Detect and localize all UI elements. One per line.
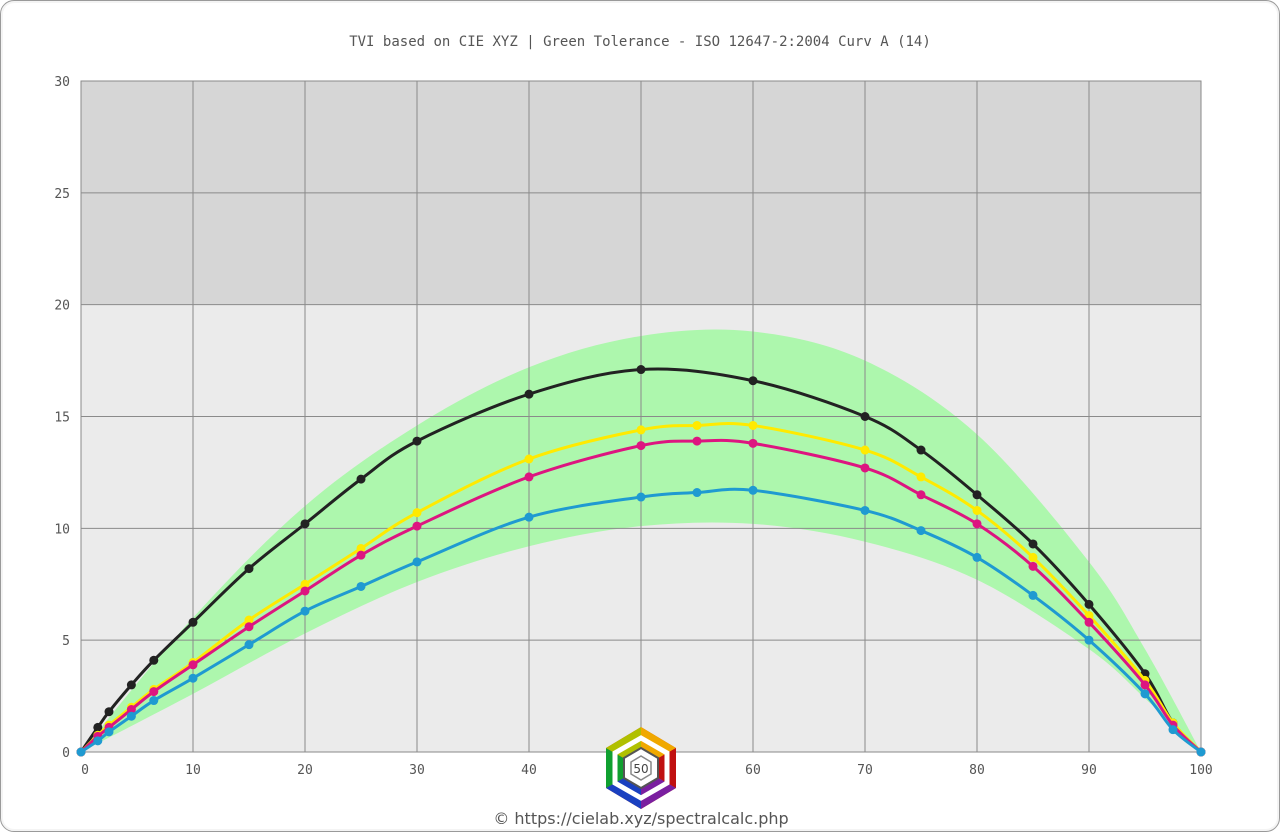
data-point (356, 581, 366, 591)
x-tick-label: 30 (409, 763, 425, 778)
data-point (1168, 725, 1178, 735)
data-point (1196, 747, 1206, 757)
y-tick-label: 30 (54, 75, 70, 90)
data-point (636, 365, 646, 375)
series-line (79, 438, 1203, 754)
data-point (149, 696, 159, 706)
data-point (916, 445, 926, 455)
data-point (860, 505, 870, 515)
data-point (1140, 689, 1150, 699)
data-point (524, 472, 534, 482)
data-point (244, 640, 254, 650)
data-point (300, 579, 310, 589)
data-point (972, 505, 982, 515)
data-point (104, 727, 114, 737)
data-point (1028, 539, 1038, 549)
data-point (412, 508, 422, 518)
y-tick-label: 10 (54, 522, 70, 537)
logo-label: 50 (633, 762, 648, 776)
data-point (748, 376, 758, 386)
data-point (1028, 552, 1038, 562)
data-point (1140, 680, 1150, 690)
data-point (748, 485, 758, 495)
data-point (126, 711, 136, 721)
data-point (1084, 635, 1094, 645)
data-point (972, 519, 982, 529)
series-line (79, 367, 1203, 754)
y-tick-label: 0 (62, 746, 70, 761)
data-point (748, 420, 758, 430)
data-point (524, 454, 534, 464)
data-point (1028, 590, 1038, 600)
data-point (636, 441, 646, 451)
data-point (1084, 617, 1094, 627)
series-3 (76, 485, 1206, 757)
data-point (149, 655, 159, 665)
data-point (860, 463, 870, 473)
x-tick-label: 60 (745, 763, 761, 778)
x-tick-label: 0 (81, 763, 89, 778)
data-point (93, 736, 103, 746)
x-tick-label: 80 (969, 763, 985, 778)
data-point (692, 436, 702, 446)
chart-title: TVI based on CIE XYZ | Green Tolerance -… (349, 34, 931, 50)
data-point (916, 490, 926, 500)
data-point (356, 474, 366, 484)
data-point (524, 389, 534, 399)
data-point (636, 425, 646, 435)
data-point (916, 472, 926, 482)
data-point (300, 606, 310, 616)
x-tick-label: 70 (857, 763, 873, 778)
data-point (412, 521, 422, 531)
data-point (76, 747, 86, 757)
y-tick-label: 25 (54, 187, 70, 202)
data-point (93, 722, 103, 732)
cielab-logo-icon: 50 (606, 727, 676, 809)
data-point (244, 615, 254, 625)
data-point (748, 438, 758, 448)
data-point (972, 552, 982, 562)
data-point (126, 680, 136, 690)
data-point (972, 490, 982, 500)
y-tick-label: 5 (62, 634, 70, 649)
tolerance-band (81, 329, 1201, 752)
tolerance-band-area (81, 329, 1201, 752)
x-tick-label: 90 (1081, 763, 1097, 778)
series-line (80, 487, 1202, 754)
series-layer (76, 365, 1206, 757)
data-point (412, 436, 422, 446)
data-point (188, 673, 198, 683)
data-point (860, 412, 870, 421)
y-axis-ticks: 0 5 10 15 20 25 30 (54, 75, 70, 761)
data-point (188, 617, 198, 627)
data-point (1084, 599, 1094, 609)
data-point (412, 557, 422, 567)
data-point (860, 445, 870, 455)
data-point (692, 420, 702, 430)
data-point (188, 660, 198, 670)
credit-link[interactable]: © https://cielab.xyz/spectralcalc.php (493, 809, 788, 828)
y-tick-label: 15 (54, 411, 70, 426)
data-point (692, 488, 702, 498)
y-tick-label: 20 (54, 299, 70, 314)
data-point (916, 526, 926, 536)
data-point (126, 705, 136, 715)
data-point (1028, 561, 1038, 571)
data-point (104, 707, 114, 717)
x-tick-label: 40 (521, 763, 537, 778)
data-point (300, 519, 310, 529)
x-tick-label: 100 (1189, 763, 1212, 778)
data-point (356, 543, 366, 553)
x-tick-label: 10 (185, 763, 201, 778)
data-point (149, 687, 159, 697)
x-tick-label: 20 (297, 763, 313, 778)
data-point (356, 550, 366, 560)
data-point (244, 622, 254, 632)
data-point (524, 512, 534, 522)
data-point (300, 586, 310, 596)
data-point (636, 492, 646, 502)
data-point (244, 564, 254, 574)
